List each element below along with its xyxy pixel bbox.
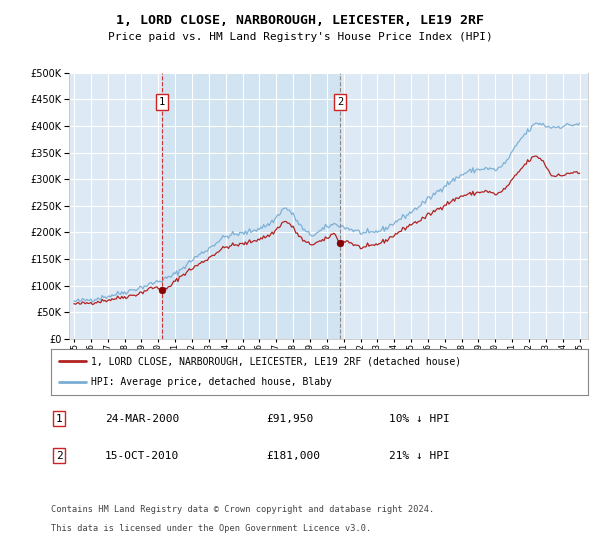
Bar [162, 73, 340, 339]
Text: 1: 1 [159, 97, 165, 107]
Text: 2: 2 [56, 451, 62, 461]
Text: 24-MAR-2000: 24-MAR-2000 [105, 414, 179, 423]
Text: Price paid vs. HM Land Registry's House Price Index (HPI): Price paid vs. HM Land Registry's House … [107, 32, 493, 43]
Text: Contains HM Land Registry data © Crown copyright and database right 2024.: Contains HM Land Registry data © Crown c… [51, 505, 434, 514]
Text: 1, LORD CLOSE, NARBOROUGH, LEICESTER, LE19 2RF (detached house): 1, LORD CLOSE, NARBOROUGH, LEICESTER, LE… [91, 356, 461, 366]
Text: 15-OCT-2010: 15-OCT-2010 [105, 451, 179, 461]
Text: £181,000: £181,000 [266, 451, 320, 461]
Text: This data is licensed under the Open Government Licence v3.0.: This data is licensed under the Open Gov… [51, 524, 371, 533]
Text: £91,950: £91,950 [266, 414, 313, 423]
Text: 2: 2 [337, 97, 343, 107]
Text: 1, LORD CLOSE, NARBOROUGH, LEICESTER, LE19 2RF: 1, LORD CLOSE, NARBOROUGH, LEICESTER, LE… [116, 14, 484, 27]
Text: 1: 1 [56, 414, 62, 423]
Text: HPI: Average price, detached house, Blaby: HPI: Average price, detached house, Blab… [91, 377, 332, 388]
Text: 10% ↓ HPI: 10% ↓ HPI [389, 414, 450, 423]
Text: 21% ↓ HPI: 21% ↓ HPI [389, 451, 450, 461]
